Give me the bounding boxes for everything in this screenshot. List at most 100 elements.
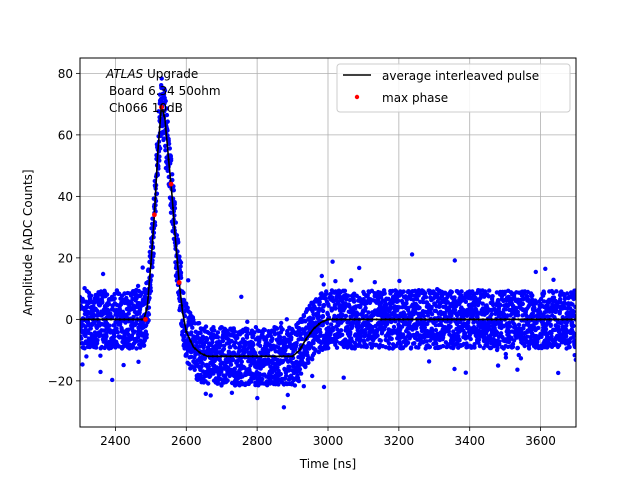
sample-point: [551, 295, 557, 300]
max-phase-point: [176, 280, 182, 285]
sample-point: [551, 277, 556, 282]
sample-point: [320, 314, 326, 319]
sample-point: [233, 340, 238, 345]
sample-point: [573, 313, 576, 319]
sample-point: [83, 333, 88, 339]
sample-point: [348, 330, 353, 335]
sample-point: [554, 289, 559, 294]
sample-point: [115, 330, 121, 335]
average-pulse-point: [229, 355, 232, 358]
average-pulse-point: [468, 318, 471, 321]
sample-point: [232, 329, 237, 334]
sample-point: [358, 334, 364, 339]
sample-point: [325, 320, 330, 326]
sample-point: [350, 323, 355, 329]
sample-point: [251, 342, 256, 347]
sample-point: [440, 343, 446, 349]
sample-point: [163, 98, 168, 104]
sample-point: [121, 362, 126, 368]
sample-point: [495, 363, 501, 368]
sample-point: [110, 377, 115, 383]
sample-point: [515, 313, 521, 318]
sample-point: [107, 323, 112, 328]
sample-point: [412, 341, 417, 346]
sample-point: [571, 309, 576, 314]
sample-point: [472, 345, 477, 350]
sample-point: [249, 379, 254, 384]
sample-point: [95, 338, 100, 343]
sample-point: [351, 299, 357, 304]
sample-point: [349, 278, 354, 283]
sample-point: [260, 376, 265, 382]
sample-point: [167, 146, 172, 151]
average-pulse-point: [455, 318, 458, 321]
sample-point: [401, 289, 406, 294]
average-pulse-point: [472, 318, 476, 321]
average-pulse-point: [384, 318, 387, 321]
sample-point: [317, 299, 322, 305]
sample-point: [237, 344, 243, 349]
average-pulse-point: [207, 355, 210, 358]
average-pulse-point: [557, 318, 560, 321]
sample-point: [423, 291, 428, 296]
sample-point: [370, 324, 375, 330]
average-pulse-point: [238, 355, 241, 358]
sample-point: [521, 323, 526, 328]
sample-point: [411, 297, 416, 302]
sample-point: [402, 313, 408, 318]
average-pulse-point: [295, 351, 299, 354]
sample-point: [316, 349, 321, 355]
annotation-channel: Ch066 10dB: [109, 101, 183, 115]
sample-point: [422, 325, 427, 330]
sample-point: [391, 324, 397, 330]
sample-point: [136, 334, 141, 340]
sample-point: [84, 354, 89, 359]
sample-point: [172, 200, 177, 205]
average-pulse-point: [517, 318, 520, 321]
legend: average interleaved pulse max phase: [336, 63, 571, 113]
sample-point: [490, 294, 495, 299]
sample-point: [366, 310, 371, 315]
sample-point: [163, 143, 168, 149]
average-pulse-point: [309, 332, 312, 335]
sample-point: [311, 316, 316, 321]
x-tick-label: 3000: [313, 434, 344, 448]
x-tick-label: 3600: [525, 434, 556, 448]
sample-point: [387, 345, 392, 350]
average-pulse-point: [131, 318, 135, 321]
average-pulse-point: [255, 355, 259, 358]
x-tick-label: 2400: [100, 434, 131, 448]
sample-point: [171, 188, 176, 193]
sample-point: [538, 296, 544, 302]
sample-point: [235, 335, 240, 340]
sample-point: [434, 341, 439, 346]
sample-point: [281, 405, 287, 410]
sample-point: [141, 343, 147, 348]
sample-point: [503, 351, 508, 357]
sample-point: [333, 279, 338, 284]
sample-point: [342, 288, 348, 293]
sample-point: [509, 335, 514, 341]
sample-point: [535, 340, 540, 345]
sample-point: [483, 289, 488, 294]
sample-point: [310, 357, 315, 362]
average-pulse-point: [251, 355, 254, 358]
sample-point: [215, 335, 221, 340]
sample-point: [283, 348, 288, 353]
sample-point: [554, 307, 559, 312]
sample-point: [409, 252, 415, 257]
sample-point: [326, 303, 331, 308]
sample-point: [196, 320, 202, 326]
sample-point: [414, 297, 420, 302]
sample-point: [290, 360, 295, 365]
sample-point: [232, 366, 237, 371]
sample-point: [571, 323, 576, 329]
sample-point: [100, 271, 106, 277]
average-pulse-point: [481, 318, 485, 321]
sample-point: [564, 291, 570, 296]
sample-point: [533, 300, 539, 305]
average-pulse-point: [433, 318, 436, 321]
sample-point: [356, 323, 361, 328]
sample-point: [494, 290, 500, 295]
sample-point: [278, 371, 283, 377]
